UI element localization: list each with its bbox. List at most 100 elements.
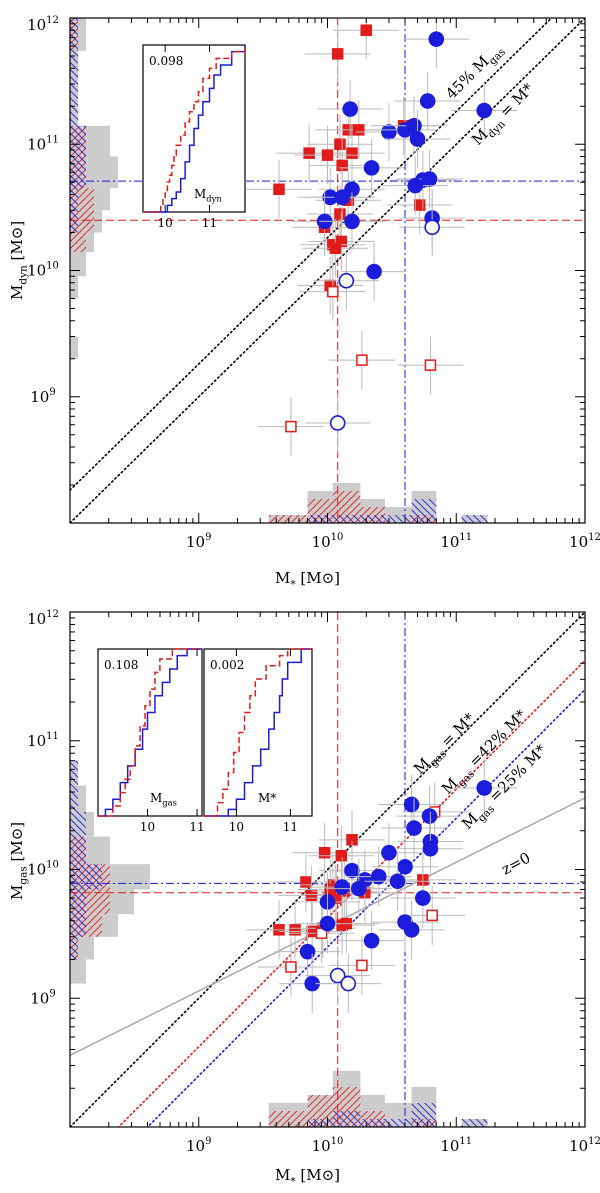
y-tick-label: 1011 xyxy=(27,134,59,153)
data-point xyxy=(346,147,358,159)
histogram-bar xyxy=(307,515,333,523)
histogram-bar xyxy=(70,125,86,157)
data-point xyxy=(285,961,297,973)
data-point xyxy=(415,890,431,906)
line-label-45pct: 45% Mgas xyxy=(442,39,508,105)
data-point xyxy=(389,873,406,890)
x-tick-label: 1012 xyxy=(569,1136,600,1155)
data-point xyxy=(403,922,420,938)
data-point xyxy=(334,879,350,895)
inset-mgas-cdf: 10 11 0.108 Mgas xyxy=(97,648,205,834)
data-point xyxy=(363,160,380,176)
data-point xyxy=(476,102,493,119)
data-point xyxy=(356,959,368,972)
inset-ks-value: 0.108 xyxy=(104,658,138,672)
histogram-bar xyxy=(70,210,78,233)
histogram-bar xyxy=(411,1103,437,1127)
x-axis-label: M* [M⊙] xyxy=(275,569,340,591)
data-point xyxy=(327,285,339,298)
histogram-bar xyxy=(268,515,308,523)
x-tick-label: 1011 xyxy=(440,532,472,551)
histogram-bar xyxy=(360,1119,386,1127)
data-point xyxy=(289,924,301,936)
histogram-bar xyxy=(70,336,78,359)
data-point xyxy=(285,420,297,433)
data-point xyxy=(324,883,336,896)
y-tick-label: 1012 xyxy=(27,609,59,628)
data-point xyxy=(426,909,438,922)
data-point xyxy=(331,48,344,60)
histogram-bar xyxy=(70,156,86,189)
x-tick-label: 1010 xyxy=(312,532,344,551)
y-axis-label: Mgas [M⊙] xyxy=(8,822,30,900)
data-point xyxy=(350,880,367,897)
histogram-bar xyxy=(411,499,437,523)
series-blue xyxy=(274,758,518,1014)
data-point xyxy=(356,354,368,366)
histogram-bar xyxy=(70,936,78,960)
data-point xyxy=(335,849,348,862)
inset-tick-label: 11 xyxy=(189,820,204,834)
data-point xyxy=(381,844,397,861)
histogram-bar xyxy=(70,18,78,51)
histogram-bar xyxy=(70,760,78,786)
data-point xyxy=(329,967,346,984)
data-point xyxy=(406,118,422,134)
data-point xyxy=(353,124,365,136)
histogram-x-blue xyxy=(307,1103,488,1127)
data-point xyxy=(397,858,413,875)
inset-cdf-red xyxy=(143,45,246,213)
inset-cdf-red xyxy=(98,648,202,817)
inset-cdf-blue xyxy=(204,648,312,817)
histogram-bar xyxy=(70,864,102,890)
data-point xyxy=(424,359,437,371)
data-point xyxy=(403,796,420,813)
histogram-bar xyxy=(307,1119,333,1127)
histogram-bar xyxy=(332,515,361,523)
data-point xyxy=(370,868,387,885)
data-point xyxy=(334,138,346,150)
series-blue xyxy=(291,18,518,453)
data-point xyxy=(334,189,350,206)
series-red xyxy=(246,18,464,456)
data-point xyxy=(303,147,315,159)
inset-tick-label: 10 xyxy=(140,820,155,834)
x-tick-label: 1012 xyxy=(569,532,600,551)
inset-ks-value: 0.002 xyxy=(210,658,244,672)
histogram-bar xyxy=(70,252,86,277)
data-point xyxy=(422,840,439,857)
histogram-y-blue xyxy=(70,18,86,233)
x-tick-label: 1011 xyxy=(440,1136,472,1155)
data-point xyxy=(419,93,436,109)
histogram-bar xyxy=(70,94,78,126)
axis-ticks xyxy=(69,17,586,524)
histogram-bar xyxy=(70,50,78,95)
y-tick-label: 109 xyxy=(30,988,55,1007)
y-tick-label: 109 xyxy=(30,387,55,406)
data-point xyxy=(305,889,318,902)
reference-line xyxy=(70,612,585,1127)
y-tick-label: 1010 xyxy=(27,261,59,280)
data-point xyxy=(321,149,334,161)
line-label-z0: z=0 xyxy=(498,849,533,879)
data-point xyxy=(338,272,355,289)
histogram-y-blue xyxy=(70,760,102,960)
histogram-bar xyxy=(70,914,86,937)
inset-label: Mgas xyxy=(150,791,177,808)
data-point xyxy=(344,213,360,230)
inset-ks-value: 0.098 xyxy=(149,54,183,68)
histogram-bar xyxy=(70,232,86,253)
inset-label: M* xyxy=(258,791,276,805)
data-point xyxy=(363,932,380,949)
data-point xyxy=(299,943,316,960)
inset-tick-label: 11 xyxy=(202,216,217,230)
data-point xyxy=(476,780,493,796)
data-point xyxy=(334,208,346,220)
plot-area xyxy=(70,612,585,1127)
x-tick-label: 109 xyxy=(186,1136,211,1155)
data-point xyxy=(273,183,285,196)
data-point xyxy=(381,124,397,140)
